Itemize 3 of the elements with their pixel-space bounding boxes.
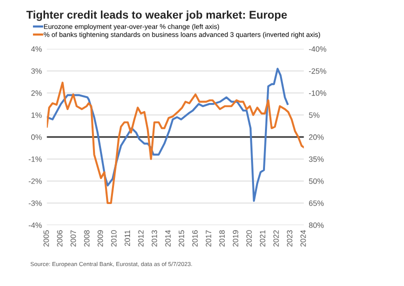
line-series [46,68,289,202]
chart-title: Tighter credit leads to weaker job market: Europe [26,10,287,21]
line-series [46,82,304,204]
